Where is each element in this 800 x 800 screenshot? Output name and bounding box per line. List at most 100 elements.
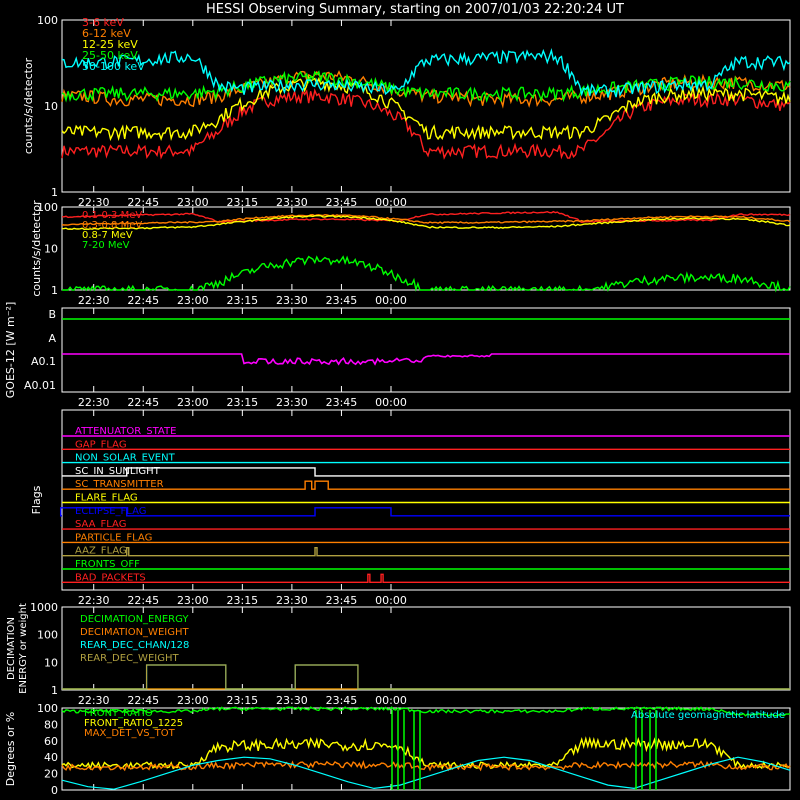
time-tick-label: 23:45 [326,196,358,209]
y-axis-label: counts/s/detector [22,57,35,154]
y-tick-label: A0.1 [31,355,56,368]
y-tick-label: 100 [37,201,58,214]
flag-label: GAP_FLAG [75,439,127,450]
y-tick-label: 40 [44,751,58,764]
time-tick-label: 23:00 [177,396,209,409]
series-line-1225keV [61,75,791,142]
y-tick-label: 20 [44,768,58,781]
y-tick-label: 100 [37,702,58,715]
flag-label: ATTENUATOR_STATE [75,426,176,437]
time-tick-label: 23:15 [226,294,258,307]
y-tick-label: 1 [51,186,58,199]
flag-line [62,573,790,583]
y-tick-label: 60 [44,735,58,748]
y-tick-label: 1000 [30,601,58,614]
legend-entry: MAX_DET_VS_TOT [84,728,176,739]
flag-label: FLARE_FLAG [75,493,138,504]
legend-entry: 3-6 keV [82,16,124,29]
y-tick-label: 10 [44,243,58,256]
legend-entry: FRONT_RATIO [84,708,153,719]
legend-entry: 0.8-7 MeV [82,230,133,241]
time-tick-label: 23:30 [276,594,308,607]
series-line-FRONTRATIO [61,706,791,717]
time-tick-label: 22:45 [127,694,159,707]
flag-label: BAD_PACKETS [75,572,146,583]
legend-entry: 12-25 keV [82,38,138,51]
series-line-2550keV [61,70,791,104]
y-tick-label: 0 [51,784,58,797]
y-tick-label: A0.01 [24,379,56,392]
time-tick-label: 00:00 [375,694,407,707]
time-tick-label: 22:30 [78,294,110,307]
y-tick-label: B [48,308,56,321]
time-tick-label: 23:15 [226,694,258,707]
y-axis-label: ENERGY or weight [18,603,29,694]
flag-label: AAZ_FLAG [75,546,127,557]
time-tick-label: 23:00 [177,594,209,607]
legend-entry: REAR_DEC_CHAN/128 [80,640,189,651]
series-line-612keV [61,70,791,109]
y-tick-label: 100 [37,14,58,27]
legend-entry: DECIMATION_ENERGY [80,614,189,625]
flag-line [62,480,790,490]
time-tick-label: 00:00 [375,196,407,209]
time-tick-label: 23:45 [326,396,358,409]
time-tick-label: 23:00 [177,694,209,707]
y-tick-label: A [48,332,56,345]
y-tick-label: 80 [44,718,58,731]
time-tick-label: 22:45 [127,196,159,209]
y-tick-label: 100 [37,629,58,642]
time-tick-label: 23:00 [177,294,209,307]
time-tick-label: 00:00 [375,294,407,307]
time-tick-label: 23:30 [276,196,308,209]
time-tick-label: 23:00 [177,196,209,209]
time-tick-label: 23:45 [326,294,358,307]
series-line [62,664,790,690]
series-line-720MeV [62,255,791,293]
y-axis-label: GOES-12 [W m⁻²] [4,302,17,398]
flag-label: SC_TRANSMITTER [75,479,164,490]
annotation-text: Absolute geomagnetic latitude [631,710,785,721]
time-tick-label: 00:00 [375,396,407,409]
panel-frame-6 [61,707,791,791]
series-line-0103MeV [62,210,791,224]
time-tick-label: 22:30 [78,396,110,409]
panel-frame-5 [61,606,791,691]
time-tick-label: 22:45 [127,294,159,307]
panel-frame-4 [61,409,791,591]
time-tick-label: 23:30 [276,694,308,707]
legend-entry: REAR_DEC_WEIGHT [80,653,179,664]
series-line-MAXDETVSTOT [61,760,791,772]
y-axis-label: DECIMATION [6,617,17,680]
legend-entry: 7-20 MeV [82,240,130,251]
panel-frame-3 [61,307,791,393]
legend-entry: 0.1-0.3 MeV [82,210,142,221]
time-tick-label: 23:30 [276,294,308,307]
flag-line [62,467,790,477]
time-tick-label: 23:45 [326,594,358,607]
series-line [62,664,790,690]
time-tick-label: 23:15 [226,396,258,409]
flag-label: FRONTS_OFF [75,559,140,570]
time-tick-label: 22:30 [78,594,110,607]
legend-entry: FRONT_RATIO_1225 [84,718,183,729]
y-tick-label: 1 [51,684,58,697]
legend-entry: DECIMATION_WEIGHT [80,627,189,638]
panel-frame-1 [61,19,791,193]
time-tick-label: 23:15 [226,594,258,607]
series-line-0308MeV [61,213,791,226]
flag-label: SC_IN_SUNLIGHT [75,466,161,477]
y-tick-label: 1 [51,284,58,297]
flag-label: PARTICLE_FLAG [75,532,152,543]
flag-line [62,547,790,557]
time-tick-label: 23:30 [276,396,308,409]
flag-label: SAA_FLAG [75,519,126,530]
legend-entry: 50-100 keV [82,60,145,73]
y-tick-label: 10 [44,656,58,669]
time-tick-label: 22:45 [127,594,159,607]
legend-entry: 0.3-0.8 MeV [82,220,142,231]
flag-line [59,507,790,517]
series-line-geomag-latitude [61,756,791,790]
legend-entry: 6-12 keV [82,27,131,40]
